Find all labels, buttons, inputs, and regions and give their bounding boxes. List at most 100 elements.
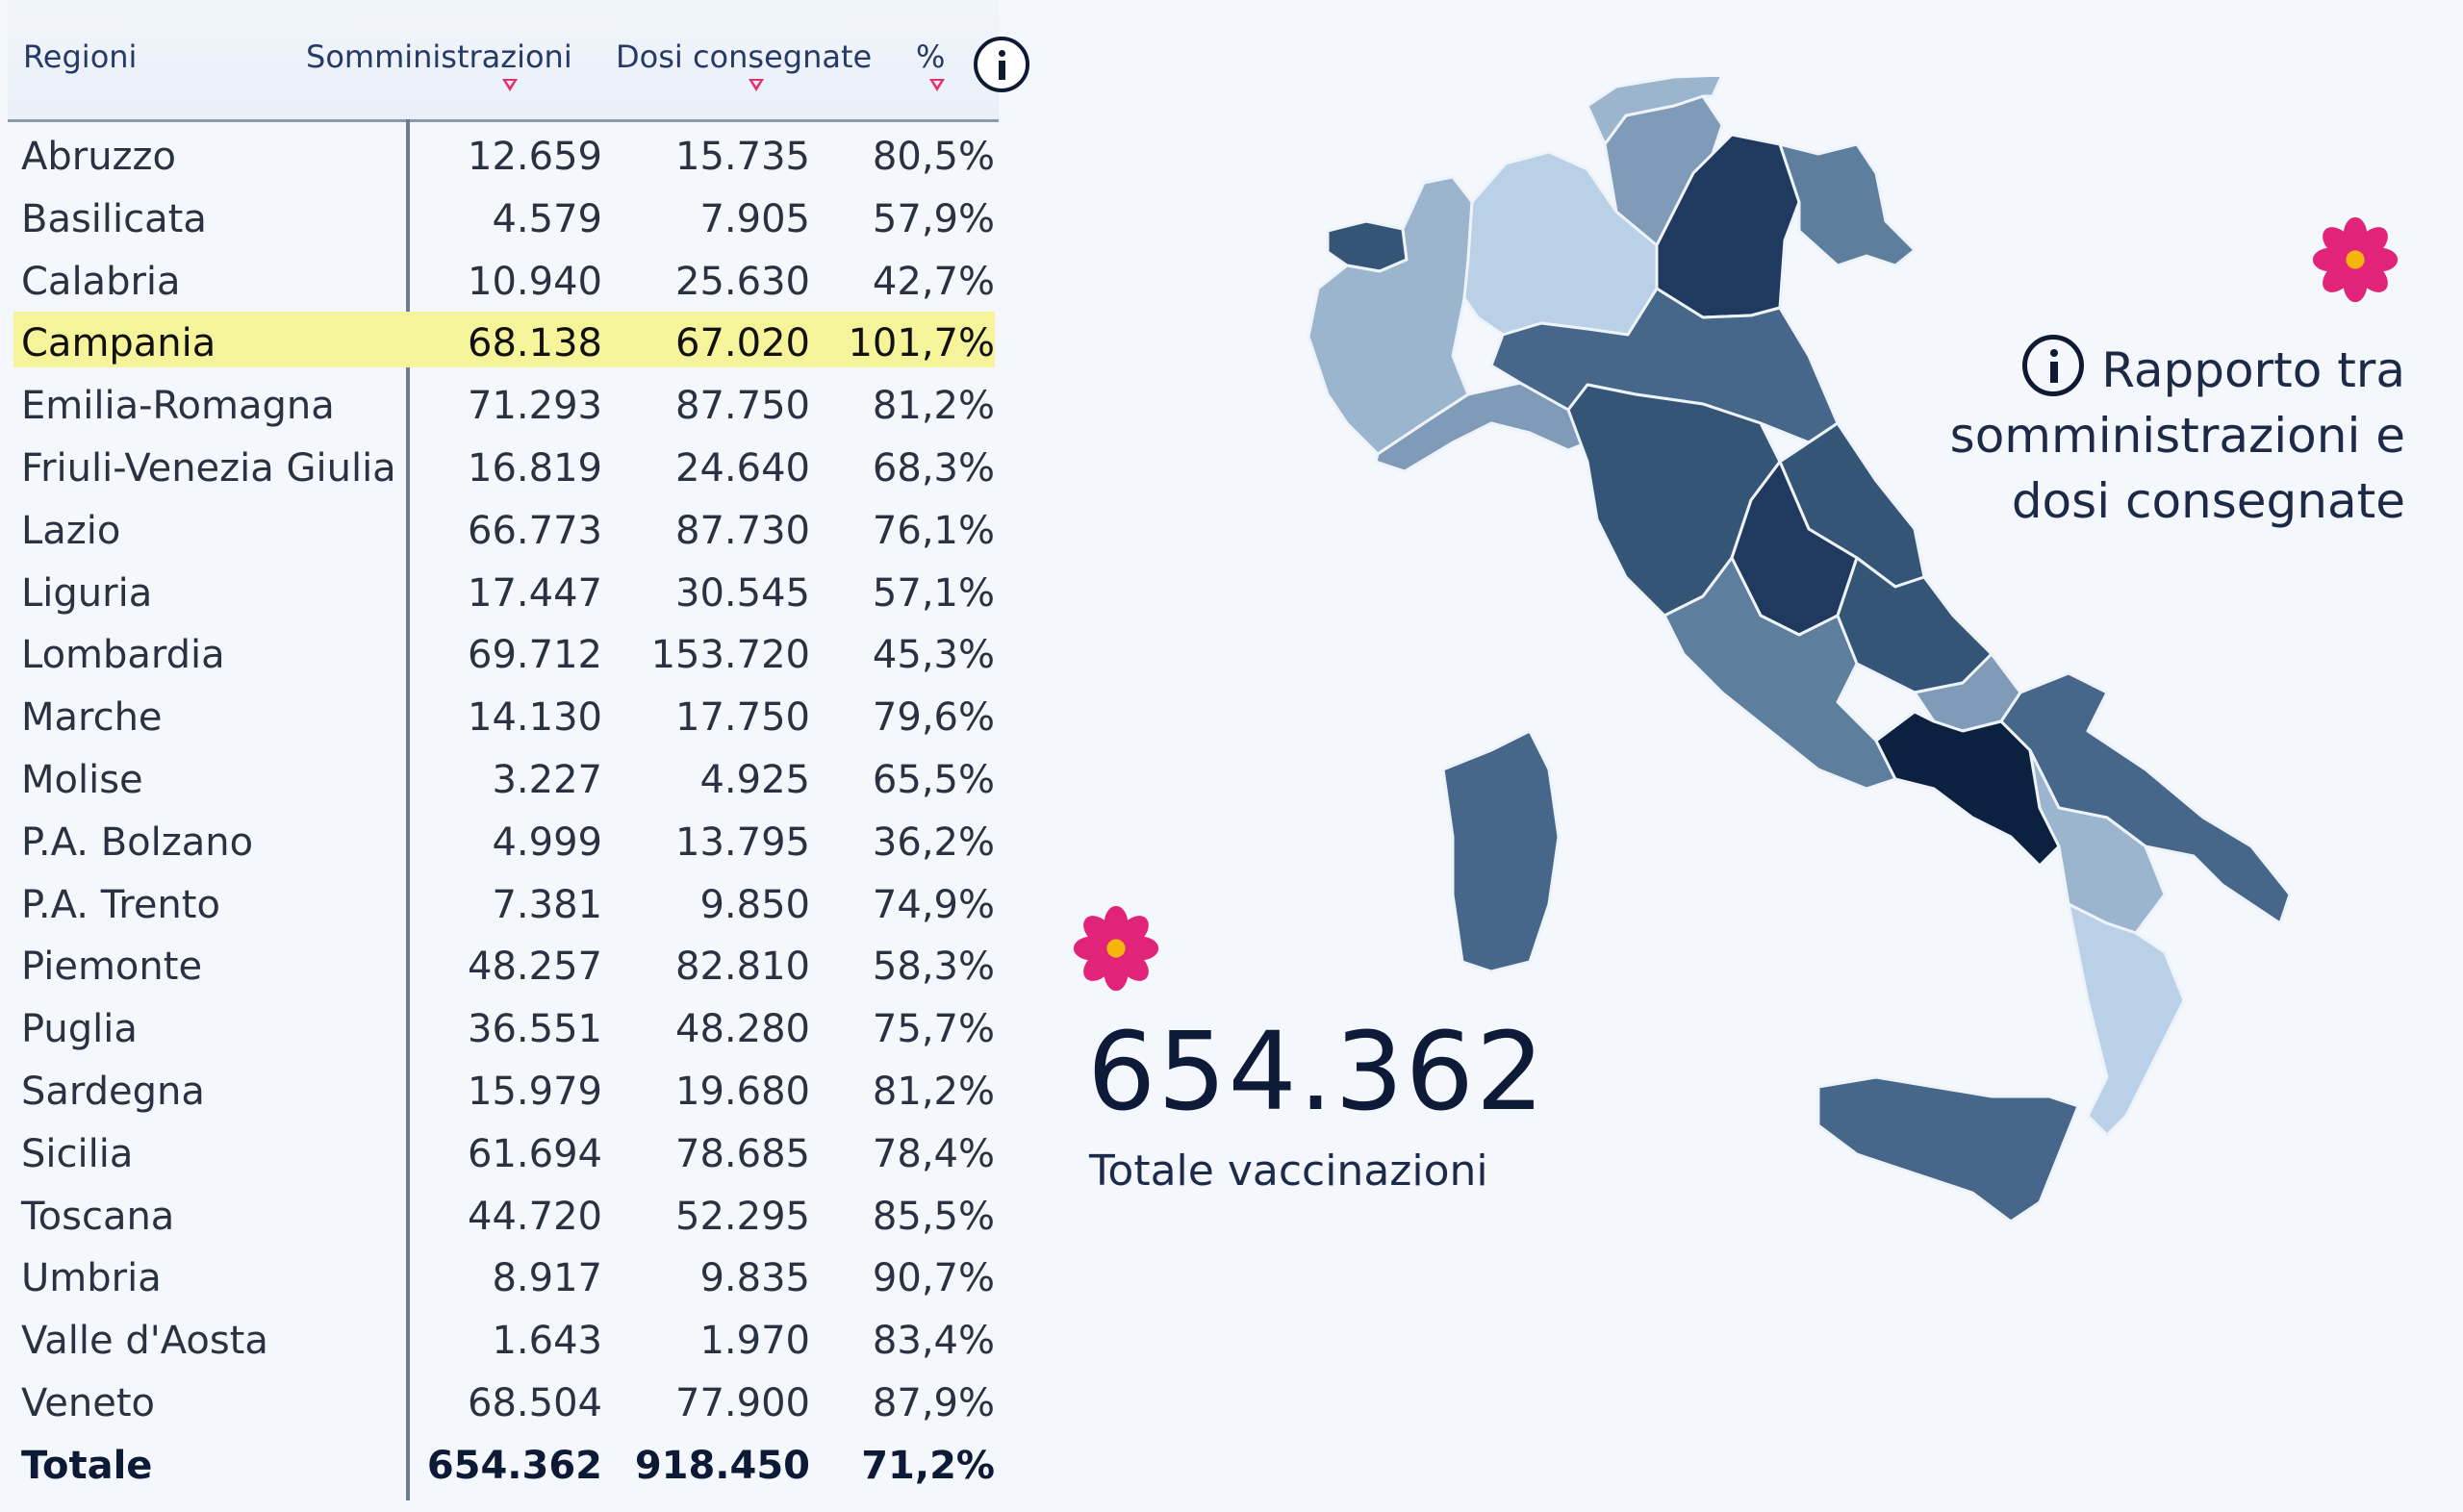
table-body: Abruzzo 12.659 15.735 80,5% Basilicata 4.579 7…: [8, 125, 999, 1497]
cell-percent: 57,1%: [872, 570, 995, 616]
cell-administrations: 1.643: [492, 1319, 602, 1364]
cell-region: Emilia-Romagna: [21, 384, 335, 429]
cell-administrations: 16.819: [468, 445, 602, 491]
cell-administrations: 4.999: [492, 819, 602, 865]
cell-administrations: 7.381: [492, 882, 602, 927]
total-vaccinations-label: Totale vaccinazioni: [1089, 1147, 1488, 1196]
table-row[interactable]: Campania 68.138 67.020 101,7%: [8, 312, 999, 374]
cell-percent: 75,7%: [872, 1007, 995, 1052]
cell-doses: 67.020: [675, 321, 810, 366]
info-icon[interactable]: [974, 37, 1029, 92]
cell-percent: 76,1%: [872, 508, 995, 553]
cell-region: Piemonte: [21, 945, 203, 990]
sort-percent-icon[interactable]: [929, 79, 945, 91]
table-row[interactable]: Piemonte 48.257 82.810 58,3%: [8, 935, 999, 997]
table-header: Regioni Somministrazioni Dosi consegnate…: [8, 0, 1029, 122]
cell-doses: 77.900: [675, 1380, 810, 1425]
cell-region: P.A. Bolzano: [21, 819, 254, 865]
map-region-veneto[interactable]: [1655, 133, 1801, 319]
map-legend-title: Rapporto tra somministrazioni e dosi con…: [1866, 335, 2405, 534]
cell-administrations: 68.504: [468, 1380, 602, 1425]
italy-choropleth-map: [1307, 77, 2292, 1223]
header-percent[interactable]: %: [916, 38, 946, 75]
sort-doses-icon[interactable]: [749, 79, 764, 91]
table-row[interactable]: Emilia-Romagna 71.293 87.750 81,2%: [8, 374, 999, 437]
cell-administrations: 68.138: [468, 321, 602, 366]
map-region-sicilia[interactable]: [1816, 1075, 2080, 1223]
table-row[interactable]: Lombardia 69.712 153.720 45,3%: [8, 623, 999, 686]
table-row[interactable]: Sardegna 15.979 19.680 81,2%: [8, 1060, 999, 1122]
cell-percent: 83,4%: [872, 1319, 995, 1364]
cell-percent: 71,2%: [861, 1443, 995, 1488]
cell-administrations: 14.130: [468, 695, 602, 741]
table-row[interactable]: Sicilia 61.694 78.685 78,4%: [8, 1122, 999, 1185]
cell-administrations: 17.447: [468, 570, 602, 616]
map-region-calabria[interactable]: [2067, 902, 2186, 1137]
map-region-liguria[interactable]: [1374, 381, 1589, 473]
table-row[interactable]: Lazio 66.773 87.730 76,1%: [8, 499, 999, 562]
cell-doses: 78.685: [675, 1131, 810, 1176]
sort-administrations-icon[interactable]: [502, 79, 518, 91]
table-row[interactable]: Molise 3.227 4.925 65,5%: [8, 748, 999, 811]
table-total-row[interactable]: Totale 654.362 918.450 71,2%: [8, 1434, 999, 1497]
cell-doses: 9.835: [699, 1256, 810, 1301]
cell-percent: 79,6%: [872, 695, 995, 741]
cell-region: Sicilia: [21, 1131, 134, 1176]
map-region-friuli-venezia-giulia[interactable]: [1778, 142, 1917, 267]
cell-doses: 13.795: [675, 819, 810, 865]
cell-percent: 81,2%: [872, 384, 995, 429]
flower-icon: [1073, 905, 1159, 992]
map-region-pa-bolzano[interactable]: [1586, 77, 1723, 146]
table-row[interactable]: Basilicata 4.579 7.905 57,9%: [8, 188, 999, 250]
legend-line-3: dosi consegnate: [2011, 473, 2405, 529]
cell-region: Abruzzo: [21, 135, 177, 179]
cell-percent: 78,4%: [872, 1131, 995, 1176]
table-row[interactable]: Abruzzo 12.659 15.735 80,5%: [8, 125, 999, 188]
cell-percent: 68,3%: [872, 445, 995, 491]
cell-percent: 58,3%: [872, 945, 995, 990]
cell-doses: 17.750: [675, 695, 810, 741]
cell-percent: 80,5%: [872, 135, 995, 179]
cell-administrations: 44.720: [468, 1194, 602, 1239]
cell-region: Calabria: [21, 259, 181, 304]
table-row[interactable]: Liguria 17.447 30.545 57,1%: [8, 562, 999, 624]
table-row[interactable]: P.A. Trento 7.381 9.850 74,9%: [8, 873, 999, 936]
info-icon[interactable]: [2022, 335, 2085, 396]
header-doses[interactable]: Dosi consegnate: [616, 38, 873, 75]
cell-region: Umbria: [21, 1256, 162, 1301]
cell-doses: 52.295: [675, 1194, 810, 1239]
row-highlight: [13, 312, 995, 368]
table-row[interactable]: Friuli-Venezia Giulia 16.819 24.640 68,3%: [8, 437, 999, 499]
cell-percent: 90,7%: [872, 1256, 995, 1301]
table-row[interactable]: Valle d'Aosta 1.643 1.970 83,4%: [8, 1309, 999, 1372]
table-row[interactable]: Umbria 8.917 9.835 90,7%: [8, 1247, 999, 1309]
cell-administrations: 15.979: [468, 1069, 602, 1114]
cell-percent: 81,2%: [872, 1069, 995, 1114]
cell-region: Toscana: [21, 1194, 175, 1239]
cell-region: Veneto: [21, 1380, 155, 1425]
cell-administrations: 36.551: [468, 1007, 602, 1052]
header-regions[interactable]: Regioni: [23, 38, 138, 75]
cell-region: P.A. Trento: [21, 882, 220, 927]
table-row[interactable]: Veneto 68.504 77.900 87,9%: [8, 1372, 999, 1434]
cell-region: Valle d'Aosta: [21, 1319, 268, 1364]
map-region-sardegna[interactable]: [1441, 729, 1561, 973]
cell-region: Puglia: [21, 1007, 138, 1052]
table-row[interactable]: Marche 14.130 17.750 79,6%: [8, 686, 999, 748]
table-row[interactable]: P.A. Bolzano 4.999 13.795 36,2%: [8, 811, 999, 873]
table-row[interactable]: Toscana 44.720 52.295 85,5%: [8, 1185, 999, 1247]
cell-region: Molise: [21, 757, 143, 802]
cell-region: Marche: [21, 695, 163, 741]
cell-region: Totale: [21, 1443, 153, 1488]
cell-doses: 918.450: [634, 1443, 810, 1488]
cell-administrations: 71.293: [468, 384, 602, 429]
header-administrations[interactable]: Somministrazioni: [306, 38, 572, 75]
cell-percent: 87,9%: [872, 1380, 995, 1425]
cell-doses: 87.750: [675, 384, 810, 429]
cell-percent: 45,3%: [872, 633, 995, 678]
cell-doses: 30.545: [675, 570, 810, 616]
cell-percent: 57,9%: [872, 196, 995, 241]
table-row[interactable]: Calabria 10.940 25.630 42,7%: [8, 250, 999, 313]
cell-percent: 85,5%: [872, 1194, 995, 1239]
table-row[interactable]: Puglia 36.551 48.280 75,7%: [8, 997, 999, 1060]
